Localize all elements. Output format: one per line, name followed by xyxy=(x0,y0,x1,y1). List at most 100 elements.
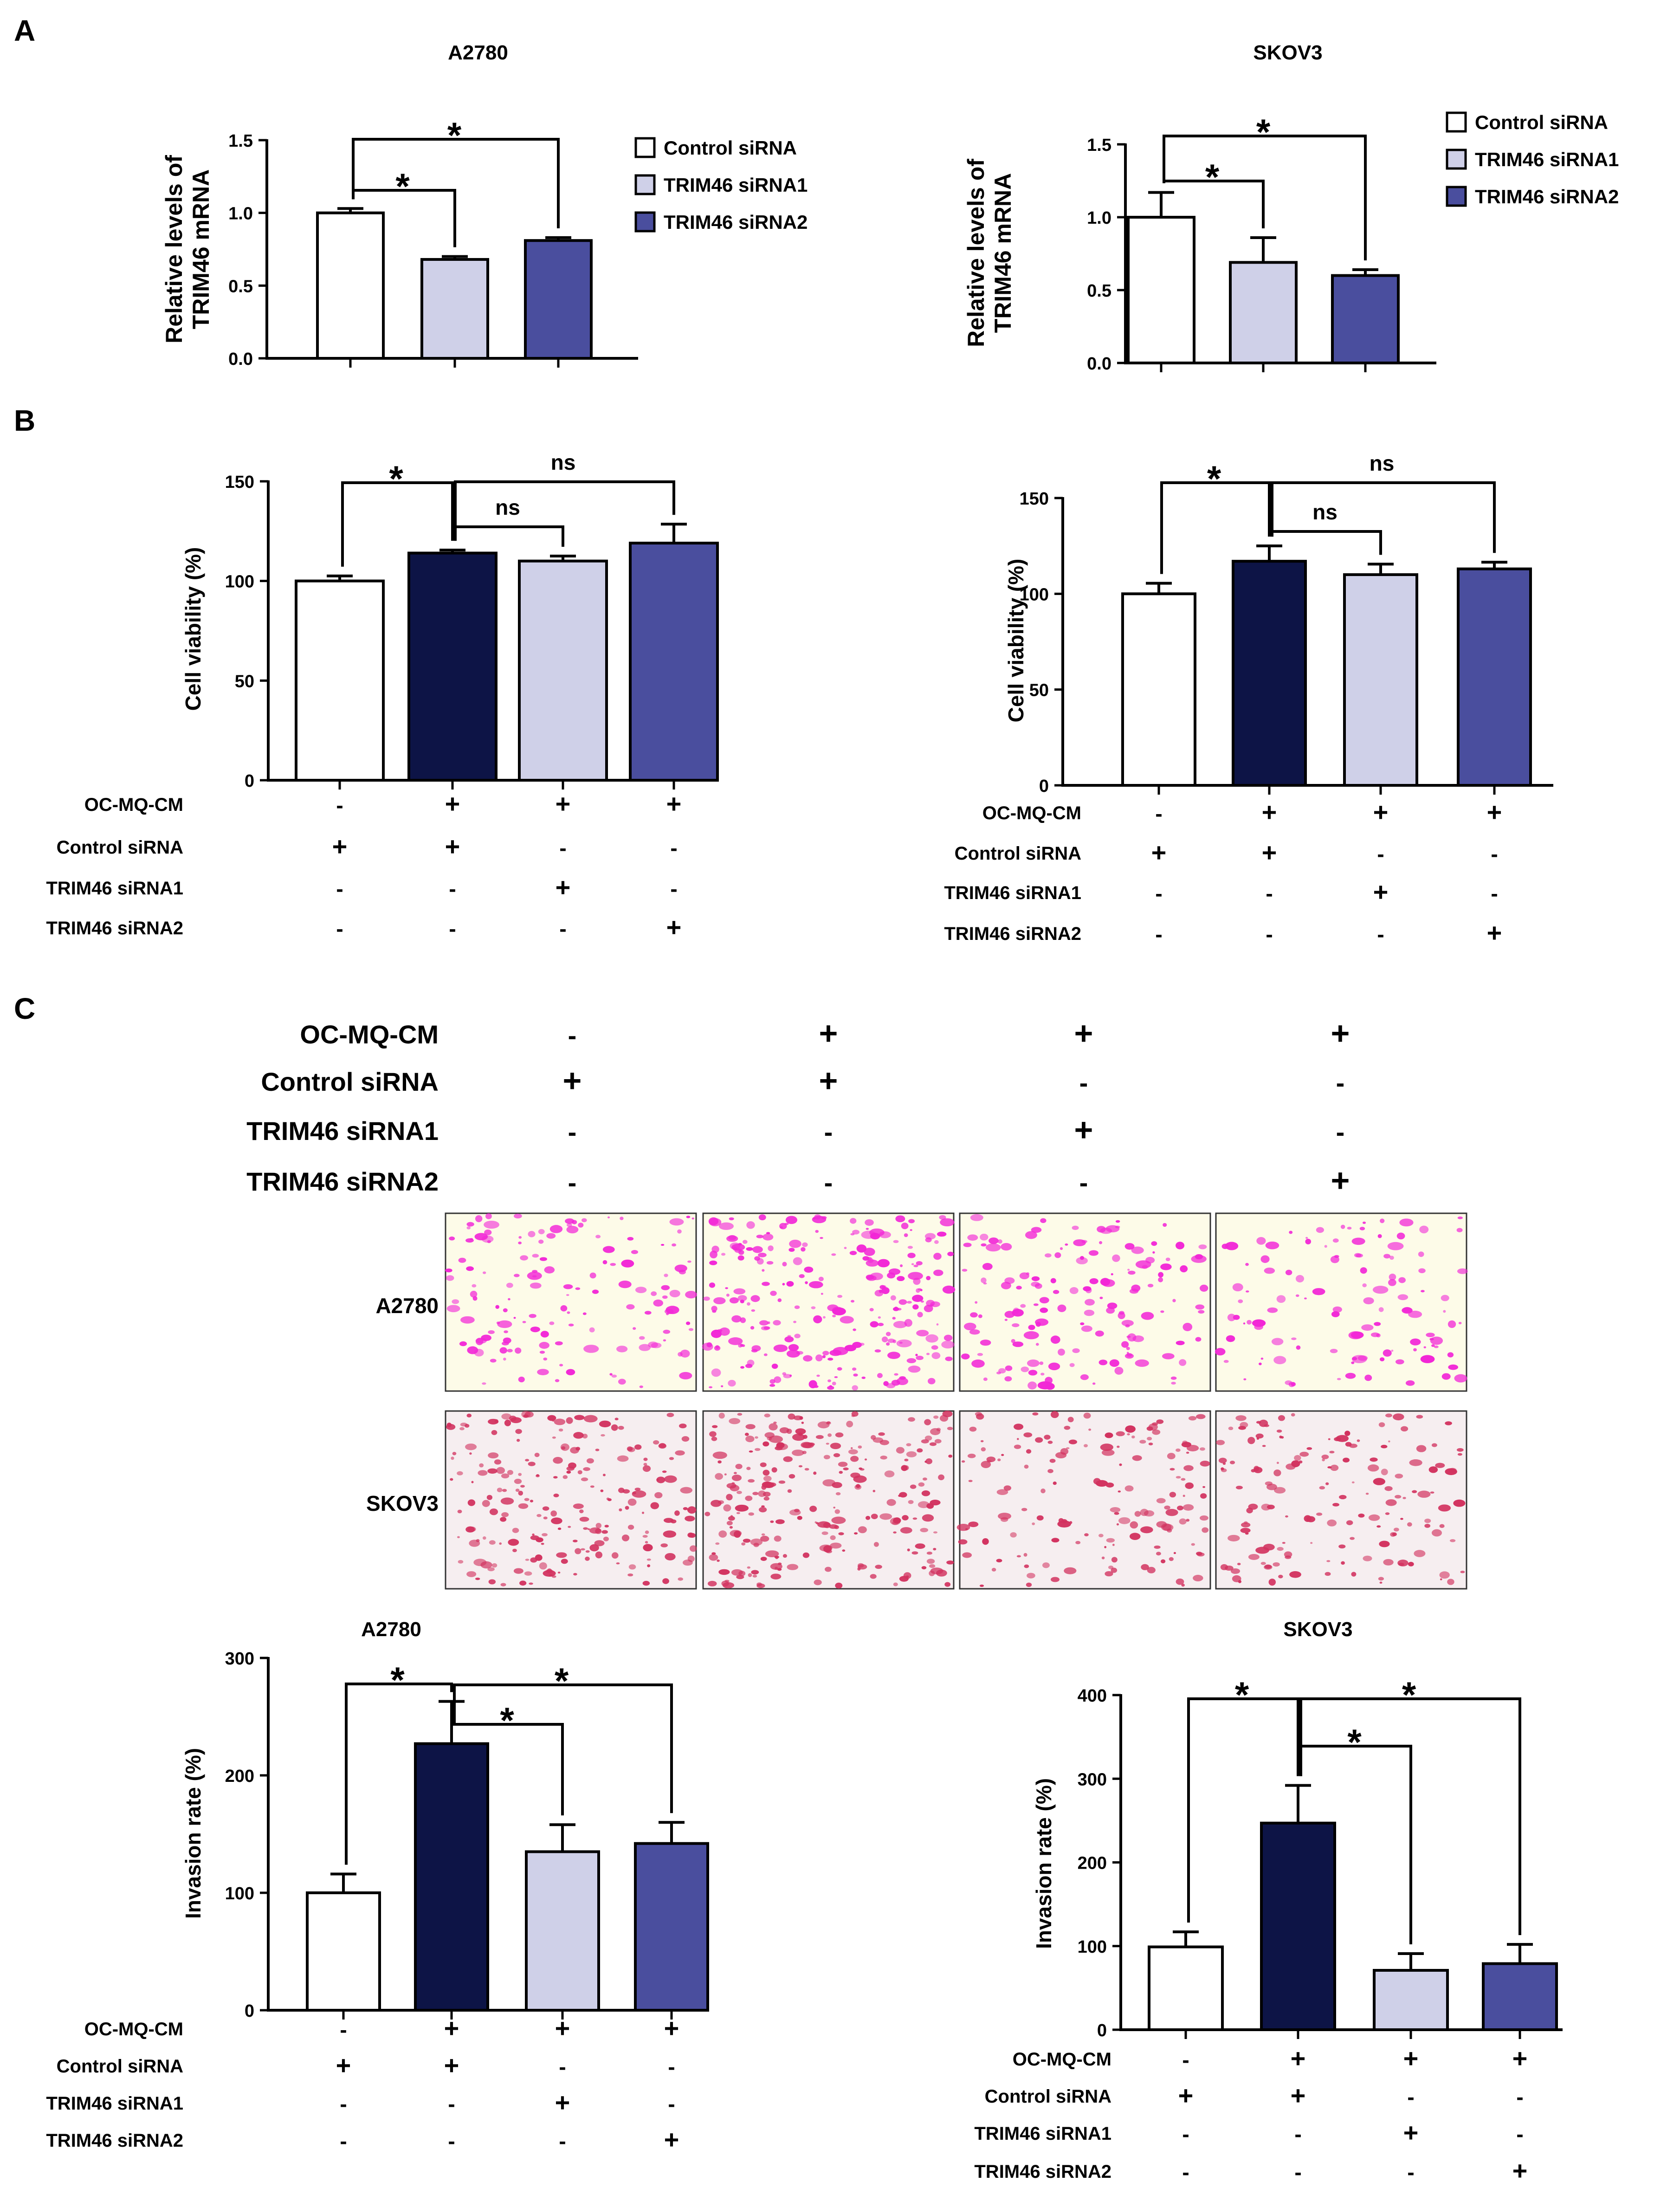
cell-mark xyxy=(662,1470,667,1473)
cell-mark xyxy=(659,1443,666,1448)
cell-mark xyxy=(1051,1538,1060,1543)
cell-mark xyxy=(1020,1304,1026,1308)
treatment-sign: + xyxy=(1262,797,1277,827)
cell-mark xyxy=(939,1215,946,1220)
cell-mark xyxy=(765,1550,779,1558)
cell-mark xyxy=(1344,1431,1350,1436)
cell-mark xyxy=(752,1492,759,1495)
y-tick-label: 100 xyxy=(1020,585,1049,604)
cell-mark xyxy=(1378,1577,1384,1581)
cell-mark xyxy=(1025,1231,1037,1239)
cell-mark xyxy=(899,1492,907,1498)
cell-mark xyxy=(575,1548,582,1554)
cell-mark xyxy=(1327,1519,1337,1527)
cell-mark xyxy=(880,1456,887,1460)
cell-mark xyxy=(566,1417,573,1424)
cell-mark xyxy=(484,1230,492,1236)
cell-mark xyxy=(721,1385,724,1387)
cell-mark xyxy=(850,1300,855,1303)
cell-mark xyxy=(1121,1320,1134,1327)
cell-mark xyxy=(1358,1513,1365,1518)
cell-mark xyxy=(1350,1331,1364,1339)
cell-mark xyxy=(621,1534,630,1541)
legend-label: TRIM46 siRNA1 xyxy=(1475,149,1619,170)
cell-mark xyxy=(552,1436,556,1439)
cell-mark xyxy=(970,1214,983,1221)
cell-mark xyxy=(1439,1524,1445,1528)
cell-mark xyxy=(471,1481,474,1483)
cell-mark xyxy=(561,1446,566,1450)
cell-mark xyxy=(912,1517,918,1520)
cell-mark xyxy=(787,1564,799,1570)
treatment-sign: - xyxy=(336,793,343,817)
cell-mark xyxy=(752,1574,757,1578)
cell-mark xyxy=(893,1321,907,1328)
cell-mark xyxy=(1069,1287,1079,1295)
cell-mark xyxy=(536,1537,543,1542)
cell-mark xyxy=(582,1218,587,1223)
cell-mark xyxy=(1182,1504,1194,1511)
cell-mark xyxy=(1156,1498,1166,1503)
cell-mark xyxy=(1182,1322,1193,1331)
cell-mark xyxy=(1402,1496,1406,1499)
cell-mark xyxy=(886,1499,896,1506)
cell-mark xyxy=(958,1539,968,1545)
bar xyxy=(1229,261,1298,365)
significance-bracket xyxy=(1299,1697,1521,1936)
cell-mark xyxy=(921,1439,929,1444)
cell-mark xyxy=(1316,1512,1323,1516)
cell-mark xyxy=(1456,1228,1463,1232)
cell-mark xyxy=(1179,1518,1187,1525)
cell-mark xyxy=(1334,1437,1341,1442)
cell-mark xyxy=(1023,1331,1039,1340)
cell-mark xyxy=(620,1217,624,1220)
cell-mark xyxy=(711,1306,717,1312)
cell-mark xyxy=(1235,1485,1243,1489)
cell-mark xyxy=(609,1373,613,1376)
cell-mark xyxy=(1215,1348,1226,1356)
cell-mark xyxy=(1397,1294,1409,1301)
cell-mark xyxy=(1127,1333,1137,1342)
cell-mark xyxy=(799,1274,805,1278)
cell-mark xyxy=(611,1424,618,1431)
cell-mark xyxy=(627,1573,633,1577)
cell-mark xyxy=(983,1282,987,1285)
cell-mark xyxy=(1306,1447,1312,1450)
cell-mark xyxy=(1319,1486,1325,1490)
cell-mark xyxy=(1284,1551,1292,1558)
chart-c-skov3: SKOV3 0 100 200 300 400 Invasion rate (%) * * * xyxy=(1032,1618,1563,2040)
cell-mark xyxy=(917,1312,923,1318)
cell-mark xyxy=(929,1564,936,1568)
cell-mark xyxy=(1282,1542,1286,1544)
bar xyxy=(420,258,489,360)
cell-mark xyxy=(508,1298,510,1301)
y-tick-label: 1.0 xyxy=(228,204,253,224)
cell-mark xyxy=(1088,1250,1099,1256)
cell-mark xyxy=(888,1268,901,1275)
cell-mark xyxy=(560,1305,568,1312)
cell-mark xyxy=(1387,1242,1404,1250)
cell-mark xyxy=(1267,1307,1278,1313)
cell-mark xyxy=(1431,1443,1437,1447)
cell-mark xyxy=(975,1301,978,1304)
cell-mark xyxy=(947,1427,953,1431)
cell-mark xyxy=(869,1228,885,1237)
cell-mark xyxy=(1410,1338,1421,1346)
bar xyxy=(1260,1821,1336,2031)
cell-mark xyxy=(1068,1439,1077,1444)
treatment-sign: - xyxy=(448,2129,455,2153)
cell-mark xyxy=(967,1453,976,1458)
y-axis-label: Relative levels ofTRIM46 mRNA xyxy=(963,159,1016,347)
cell-mark xyxy=(896,1447,905,1454)
cell-mark xyxy=(1291,1413,1295,1417)
cell-mark xyxy=(1019,1272,1029,1280)
cell-mark xyxy=(1109,1359,1119,1367)
grid-sign: + xyxy=(563,1062,582,1099)
significance-label: * xyxy=(389,458,403,499)
cell-mark xyxy=(1299,1460,1303,1463)
cell-mark xyxy=(1378,1307,1384,1312)
cell-mark xyxy=(809,1506,817,1512)
grid-row-label: TRIM46 siRNA1 xyxy=(246,1116,439,1146)
cell-mark xyxy=(896,1339,912,1347)
cell-mark xyxy=(675,1450,685,1456)
